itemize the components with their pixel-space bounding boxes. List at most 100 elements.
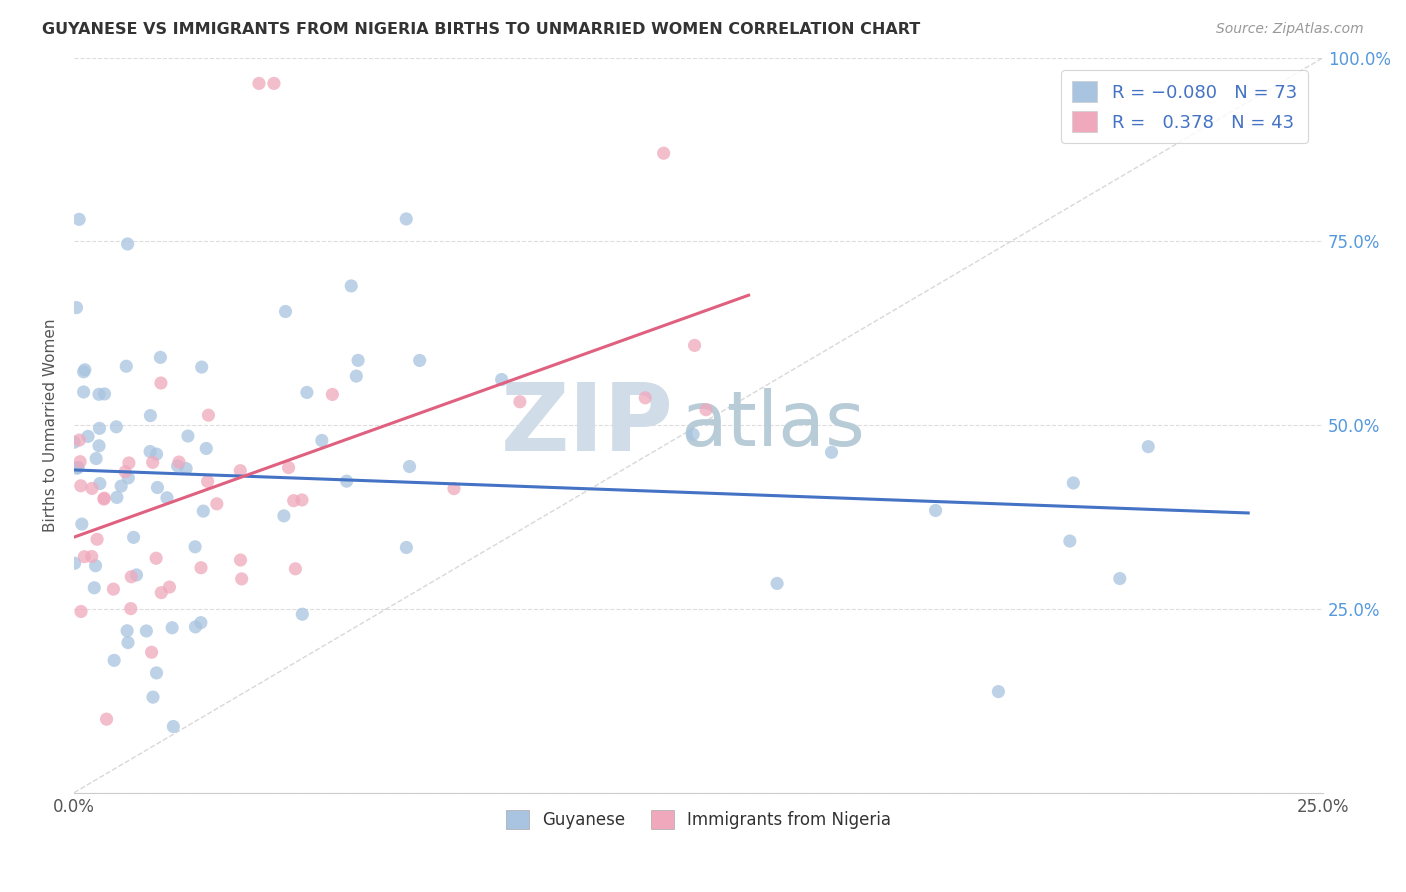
Point [1062, 475, 1084, 490]
Point [73, 363, 96, 377]
Point [924, 503, 946, 517]
Point [87, 439, 110, 453]
Point [321, 387, 343, 401]
Point [114, 465, 136, 479]
Point [247, 77, 270, 91]
Point [139, 409, 162, 423]
Point [115, 359, 138, 374]
Point [295, 385, 318, 400]
Point [84, 451, 107, 466]
Point [190, 560, 212, 574]
Point [190, 360, 212, 375]
Point [340, 279, 363, 293]
Point [77, 429, 100, 443]
Point [229, 464, 252, 478]
Point [86, 533, 108, 547]
Point [197, 475, 219, 489]
Point [87, 387, 110, 401]
Point [149, 351, 172, 365]
Point [184, 620, 207, 634]
Point [117, 635, 139, 649]
Point [395, 211, 418, 226]
Point [156, 491, 179, 505]
Point [125, 568, 148, 582]
Point [65, 301, 87, 315]
Point [115, 624, 138, 638]
Point [273, 508, 295, 523]
Point [344, 369, 367, 384]
Point [277, 460, 299, 475]
Point [105, 419, 128, 434]
Point [509, 394, 531, 409]
Point [284, 562, 307, 576]
Point [72, 384, 94, 399]
Point [149, 376, 172, 390]
Point [122, 530, 145, 544]
Point [1137, 440, 1160, 454]
Point [162, 719, 184, 733]
Point [117, 237, 139, 252]
Point [96, 712, 118, 726]
Point [820, 445, 842, 459]
Point [117, 471, 139, 485]
Point [174, 461, 197, 475]
Point [1108, 572, 1130, 586]
Point [195, 442, 218, 456]
Point [135, 624, 157, 638]
Point [443, 482, 465, 496]
Text: ZIP: ZIP [501, 379, 673, 471]
Point [398, 459, 420, 474]
Point [67, 212, 90, 227]
Point [142, 690, 165, 705]
Point [166, 458, 188, 473]
Point [67, 433, 90, 447]
Point [491, 373, 513, 387]
Point [311, 434, 333, 448]
Point [634, 391, 657, 405]
Point [1059, 534, 1081, 549]
Point [193, 504, 215, 518]
Point [93, 491, 115, 506]
Point [118, 456, 141, 470]
Point [167, 455, 190, 469]
Point [682, 427, 704, 442]
Point [80, 482, 103, 496]
Point [63, 556, 86, 570]
Point [120, 601, 142, 615]
Text: GUYANESE VS IMMIGRANTS FROM NIGERIA BIRTHS TO UNMARRIED WOMEN CORRELATION CHART: GUYANESE VS IMMIGRANTS FROM NIGERIA BIRT… [42, 22, 921, 37]
Point [110, 479, 132, 493]
Point [120, 570, 142, 584]
Point [766, 576, 789, 591]
Point [336, 474, 359, 488]
Point [69, 455, 91, 469]
Point [683, 338, 706, 352]
Point [652, 146, 675, 161]
Point [145, 665, 167, 680]
Y-axis label: Births to Unmarried Women: Births to Unmarried Women [44, 318, 58, 532]
Point [89, 476, 111, 491]
Point [274, 304, 297, 318]
Point [291, 607, 314, 622]
Text: atlas: atlas [681, 388, 865, 462]
Point [177, 429, 200, 443]
Point [229, 553, 252, 567]
Point [145, 551, 167, 566]
Point [84, 558, 107, 573]
Point [70, 605, 93, 619]
Point [159, 580, 181, 594]
Point [160, 621, 183, 635]
Point [145, 447, 167, 461]
Point [184, 540, 207, 554]
Point [67, 460, 90, 475]
Point [408, 353, 430, 368]
Point [150, 585, 173, 599]
Point [205, 497, 228, 511]
Point [139, 444, 162, 458]
Point [141, 645, 163, 659]
Point [103, 582, 125, 596]
Point [283, 493, 305, 508]
Point [263, 77, 285, 91]
Point [69, 479, 91, 493]
Text: Source: ZipAtlas.com: Source: ZipAtlas.com [1216, 22, 1364, 37]
Point [83, 581, 105, 595]
